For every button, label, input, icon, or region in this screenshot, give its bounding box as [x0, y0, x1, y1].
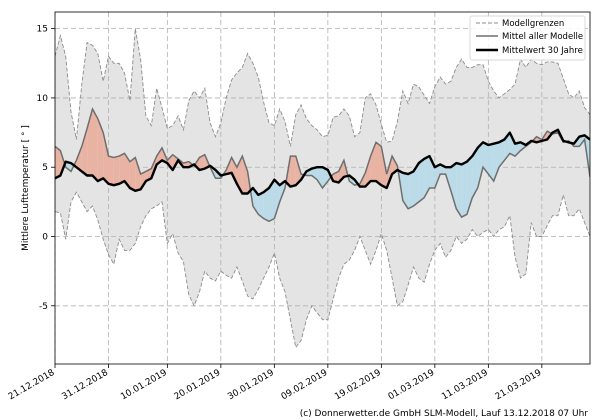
cold-anomaly-fill — [509, 132, 516, 157]
legend-clim-label: Mittelwert 30 Jahre — [502, 46, 583, 56]
legend-envelope-label: Modellgrenzen — [502, 19, 564, 29]
x-tick-label: 30.01.2019 — [226, 368, 276, 403]
cold-anomaly-fill — [434, 164, 441, 188]
warm-anomaly-fill — [376, 142, 382, 186]
cold-anomaly-fill — [65, 161, 71, 172]
y-tick-label: -5 — [39, 302, 48, 312]
cold-anomaly-fill — [274, 179, 280, 219]
y-axis-label: Mittlere Lufttemperatur [ ° ] — [21, 125, 31, 251]
plot-frame — [54, 11, 591, 365]
legend-mean-label: Mittel aller Modelle — [502, 32, 583, 42]
warm-anomaly-fill — [365, 156, 371, 187]
legend: Modellgrenzen Mittel aller Modelle Mitte… — [469, 15, 586, 61]
cold-anomaly-fill — [263, 188, 269, 222]
cold-anomaly-fill — [402, 172, 409, 209]
warm-anomaly-fill — [81, 128, 88, 176]
cold-anomaly-fill — [418, 158, 425, 202]
cold-anomaly-fill — [429, 156, 435, 188]
warm-anomaly-fill — [108, 156, 114, 186]
x-tick-label: 11.03.2019 — [440, 368, 490, 403]
x-tick-label: 19.02.2019 — [333, 368, 383, 403]
envelope-lower-line — [55, 191, 590, 349]
cold-anomaly-fill — [317, 167, 323, 188]
cold-anomaly-fill — [258, 192, 264, 219]
cold-anomaly-fill — [493, 142, 499, 182]
x-tick-label: 20.01.2019 — [173, 368, 223, 403]
envelope-upper-line — [55, 28, 590, 147]
warm-anomaly-fill — [97, 118, 104, 182]
cold-anomaly-fill — [456, 163, 462, 218]
cold-anomaly-fill — [483, 142, 489, 175]
x-tick-label: 31.12.2018 — [60, 368, 110, 403]
cold-anomaly-fill — [311, 167, 318, 180]
warm-anomaly-fill — [370, 142, 376, 182]
warm-anomaly-fill — [386, 156, 393, 188]
model-mean-line — [55, 107, 590, 223]
cold-anomaly-fill — [461, 161, 467, 218]
warm-anomaly-fill — [199, 154, 205, 170]
warm-anomaly-fill — [124, 153, 130, 188]
cold-anomaly-fill — [413, 163, 419, 206]
x-tick-label: 21.12.2018 — [7, 368, 57, 403]
warm-anomaly-fill — [295, 156, 302, 186]
cold-anomaly-fill — [515, 142, 521, 157]
warm-anomaly-fill — [76, 146, 82, 172]
cold-anomaly-fill — [477, 142, 483, 188]
x-tick-label: 01.03.2019 — [387, 368, 437, 403]
warm-anomaly-fill — [55, 146, 61, 179]
x-tick-label: 21.03.2019 — [494, 368, 544, 403]
warm-anomaly-fill — [140, 171, 146, 190]
warm-anomaly-fill — [60, 150, 65, 176]
warm-anomaly-fill — [103, 132, 109, 184]
copyright-footer: (c) Donnerwetter.de GmbH SLM-Modell, Lau… — [300, 409, 589, 419]
warm-anomaly-fill — [113, 156, 120, 186]
warm-anomaly-fill — [167, 154, 173, 170]
cold-anomaly-fill — [408, 171, 414, 209]
y-tick-label: 0 — [42, 233, 48, 243]
legend-box — [469, 15, 586, 61]
warm-anomaly-fill — [129, 157, 136, 191]
x-tick-label: 09.02.2019 — [280, 368, 330, 403]
warm-anomaly-fill — [231, 157, 237, 184]
cold-anomaly-fill — [269, 179, 275, 222]
warm-anomaly-fill — [135, 157, 141, 191]
warm-anomaly-fill — [119, 153, 125, 184]
y-tick-label: 5 — [42, 163, 48, 173]
y-tick-label: 10 — [37, 94, 49, 104]
warm-anomaly-fill — [242, 156, 248, 194]
cold-anomaly-fill — [488, 143, 494, 182]
cold-anomaly-fill — [450, 163, 457, 209]
y-tick-label: 15 — [37, 25, 48, 35]
cold-anomaly-fill — [499, 139, 505, 168]
warm-anomaly-fill — [92, 109, 98, 182]
warm-anomaly-fill — [290, 156, 296, 187]
x-tick-label: 10.01.2019 — [119, 368, 169, 403]
climate-mean-line — [55, 128, 590, 197]
cold-anomaly-fill — [472, 147, 478, 198]
cold-anomaly-fill — [424, 156, 430, 198]
